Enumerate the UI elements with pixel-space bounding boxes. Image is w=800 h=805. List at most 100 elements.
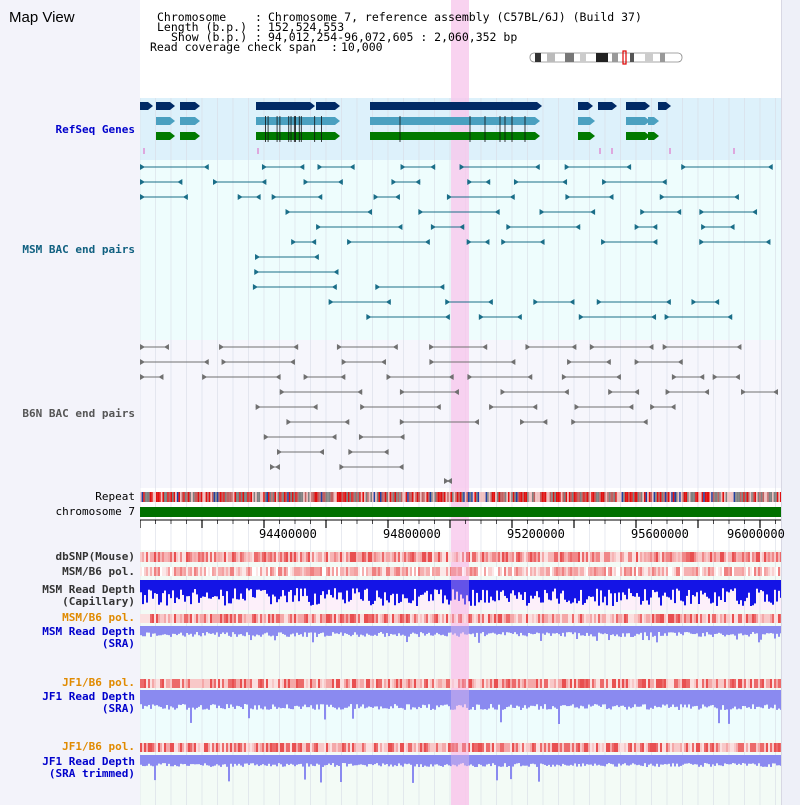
axis-tick-label: 94400000 — [259, 527, 317, 541]
heat-cell — [318, 679, 320, 688]
heat-cell — [334, 743, 336, 752]
heat-cell — [520, 614, 522, 623]
heat-cell — [780, 679, 781, 688]
b6n-bac-label[interactable]: B6N BAC end pairs — [22, 407, 135, 420]
heat-cell — [680, 614, 682, 623]
depth-bar — [364, 626, 366, 637]
heat-cell — [268, 679, 270, 688]
heat-cell — [612, 614, 614, 623]
repeat-segment — [658, 492, 660, 502]
heat-cell — [642, 567, 644, 576]
heat-cell — [620, 743, 622, 752]
depth-bar — [694, 626, 696, 635]
refseq-genes-label[interactable]: RefSeq Genes — [55, 123, 135, 136]
depth-bar — [686, 580, 688, 596]
heat-cell — [420, 567, 422, 576]
heat-cell — [362, 614, 364, 623]
jf1-b6-pol-label[interactable]: JF1/B6 pol. — [62, 676, 135, 689]
bac-end-marker — [385, 299, 391, 305]
heat-cell — [488, 614, 490, 623]
depth-bar — [560, 690, 562, 706]
msm-bac-label[interactable]: MSM BAC end pairs — [22, 243, 135, 256]
heat-cell — [288, 614, 290, 623]
bac-end-marker — [380, 359, 386, 365]
heat-cell — [386, 743, 388, 752]
track-canvas[interactable] — [140, 0, 781, 805]
depth-bar — [354, 626, 356, 633]
depth-bar — [176, 580, 178, 598]
heat-cell — [486, 743, 488, 752]
heat-cell — [450, 567, 452, 576]
msm-b6-pol-sra-label[interactable]: MSM/B6 pol. — [62, 611, 135, 624]
heat-cell — [174, 679, 176, 688]
heat-cell — [238, 552, 240, 562]
heat-cell — [346, 552, 348, 562]
heat-cell — [668, 552, 670, 562]
heat-cell — [436, 552, 438, 562]
repeat-segment — [239, 492, 241, 502]
heat-cell — [596, 552, 598, 562]
depth-bar — [636, 690, 638, 707]
heat-cell — [174, 743, 176, 752]
depth-bar — [404, 690, 406, 710]
jf1-read-depth-sra-label[interactable]: JF1 Read Depth — [42, 690, 135, 703]
heat-cell — [564, 614, 566, 623]
msm-read-depth-cap-label[interactable]: MSM Read Depth — [42, 583, 135, 596]
depth-bar — [426, 755, 428, 767]
repeat-segment — [776, 492, 779, 502]
depth-bar — [430, 626, 432, 636]
bac-end-marker — [634, 389, 640, 395]
depth-bar — [624, 755, 626, 764]
repeat-segment — [669, 492, 672, 502]
depth-bar — [552, 690, 554, 707]
heat-cell — [730, 567, 732, 576]
heat-cell — [462, 679, 464, 688]
dbsnp-label[interactable]: dbSNP(Mouse) — [55, 550, 135, 563]
depth-bar — [162, 755, 164, 764]
heat-cell — [150, 567, 152, 576]
heat-cell — [766, 679, 768, 688]
heat-cell — [324, 552, 326, 562]
msm-read-depth-sra-label[interactable]: MSM Read Depth — [42, 625, 135, 638]
heat-cell — [682, 614, 684, 623]
heat-cell — [424, 679, 426, 688]
heat-cell — [516, 614, 518, 623]
chromosome-track-label: chromosome 7 — [55, 505, 135, 518]
heat-cell — [554, 679, 556, 688]
heat-cell — [686, 614, 688, 623]
heat-cell — [710, 679, 712, 688]
jf1-read-depth-trim-label[interactable]: JF1 Read Depth — [42, 755, 135, 768]
heat-cell — [378, 679, 380, 688]
depth-bar — [778, 626, 780, 637]
depth-bar — [466, 690, 468, 708]
depth-bar — [374, 580, 376, 601]
right-scroll-edge[interactable] — [781, 0, 800, 805]
msm-b6-pol-label[interactable]: MSM/B6 pol. — [62, 565, 135, 578]
depth-bar — [634, 690, 636, 705]
chromosome-bar — [140, 507, 781, 517]
depth-bar — [152, 580, 154, 599]
jf1-b6-pol-trim-label[interactable]: JF1/B6 pol. — [62, 740, 135, 753]
bac-end-marker — [652, 239, 658, 245]
heat-cell — [522, 552, 524, 562]
heat-cell — [204, 614, 206, 623]
depth-bar — [678, 690, 680, 710]
heat-cell — [268, 567, 270, 576]
heat-cell — [664, 614, 666, 623]
depth-bar — [508, 755, 510, 767]
repeat-segment — [199, 492, 201, 502]
repeat-segment — [684, 492, 686, 502]
heat-cell — [270, 552, 272, 562]
repeat-segment — [429, 492, 432, 502]
heat-cell — [166, 743, 168, 752]
depth-bar — [160, 755, 162, 765]
repeat-segment — [500, 492, 502, 502]
heat-cell — [408, 679, 410, 688]
heat-cell — [240, 614, 242, 623]
repeat-segment — [375, 492, 377, 502]
genome-tracks[interactable] — [140, 0, 781, 805]
gene-block — [180, 132, 195, 140]
depth-bar — [568, 626, 570, 633]
heat-cell — [690, 614, 692, 623]
heat-cell — [234, 552, 236, 562]
